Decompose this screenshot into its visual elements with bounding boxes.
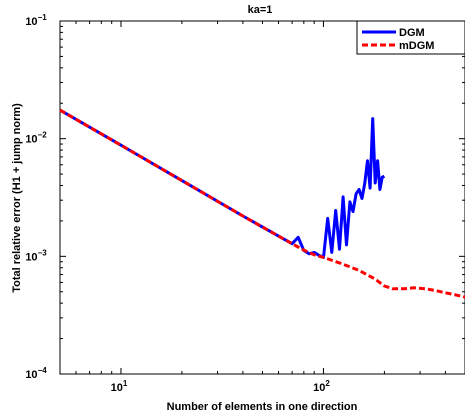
- legend-label-dgm: DGM: [399, 27, 425, 39]
- legend-label-mdgm: mDGM: [399, 40, 434, 52]
- legend-box: [356, 20, 465, 55]
- chart-title: ka=1: [248, 4, 273, 16]
- y-axis-label: Total relative error (H1 + jump norm): [11, 103, 23, 293]
- y-tick-label: 10−4: [25, 366, 47, 381]
- series-group: [59, 108, 465, 299]
- y-tick-label: 10−1: [25, 13, 47, 28]
- x-tick-label: 102: [313, 379, 330, 394]
- y-tick-label: 10−2: [25, 131, 47, 146]
- y-tick-label: 10−3: [25, 248, 47, 263]
- x-axis-label: Number of elements in one direction: [167, 401, 358, 413]
- plot-frame: [59, 20, 465, 375]
- series-line-dgm: [59, 108, 386, 259]
- axis-ticks: 101 102 10−4 10−3 10−2 10−1: [25, 13, 465, 394]
- plot-area: [59, 20, 465, 375]
- x-tick-label: 101: [111, 379, 128, 394]
- series-line-mdgm: [59, 108, 465, 299]
